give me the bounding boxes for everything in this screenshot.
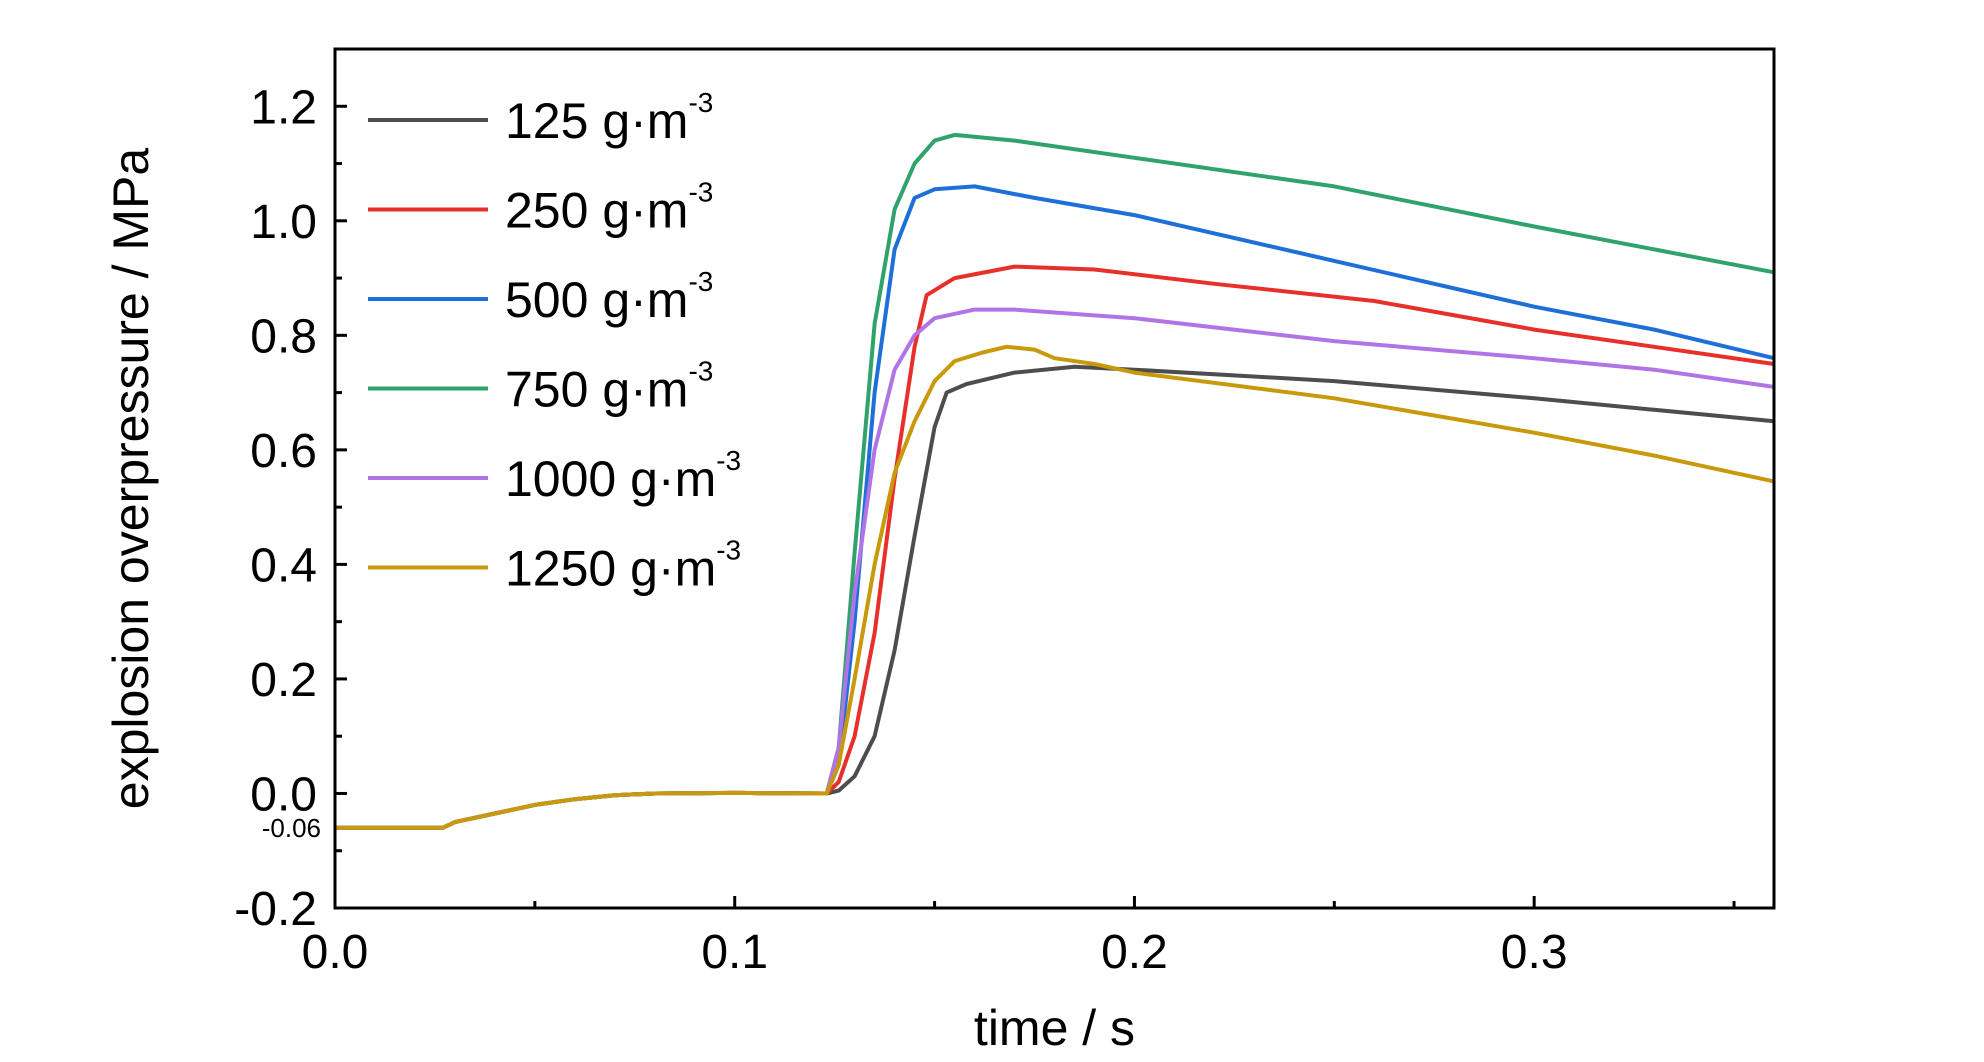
y-tick-label: 0.0	[250, 768, 317, 821]
y-tick-label: 0.4	[250, 539, 317, 592]
y-tick-label: 0.2	[250, 654, 317, 707]
y-tick-label: 1.0	[250, 196, 317, 249]
axes-layer: 0.0 0.1 0.2 0.3-0.20.00.20.40.60.81.01.2-0.…	[234, 47, 1736, 979]
x-tick-label: 0.2	[1101, 926, 1168, 979]
plot-frame	[333, 47, 1776, 910]
legend-label-125: 125 g·m-3	[505, 87, 713, 149]
x-axis-label: time / s	[974, 1000, 1135, 1056]
legend-label-1000: 1000 g·m-3	[505, 445, 741, 507]
y-tick-label: 0.6	[250, 425, 317, 478]
legend: 125 g·m-3 250 g·m-3 500 g·m-3 750 g·m-3 1000…	[368, 87, 741, 597]
x-tick-label: 0.0	[302, 926, 369, 979]
y-axis-label: explosion overpressure / MPa	[103, 148, 159, 810]
legend-label-250: 250 g·m-3	[505, 177, 713, 239]
y-tick-label: 1.2	[250, 81, 317, 134]
legend-label-750: 750 g·m-3	[505, 356, 713, 418]
series-line-1250	[335, 344, 1775, 830]
x-tick-label: 0.1	[701, 926, 768, 979]
legend-label-500: 500 g·m-3	[505, 266, 713, 328]
x-tick-label: 0.3	[1501, 926, 1568, 979]
y-annotation-label: -0.06	[262, 813, 321, 843]
series-layer	[335, 132, 1775, 830]
y-tick-label: -0.2	[234, 883, 317, 936]
y-tick-label: 0.8	[250, 310, 317, 363]
legend-label-1250: 1250 g·m-3	[505, 535, 741, 597]
